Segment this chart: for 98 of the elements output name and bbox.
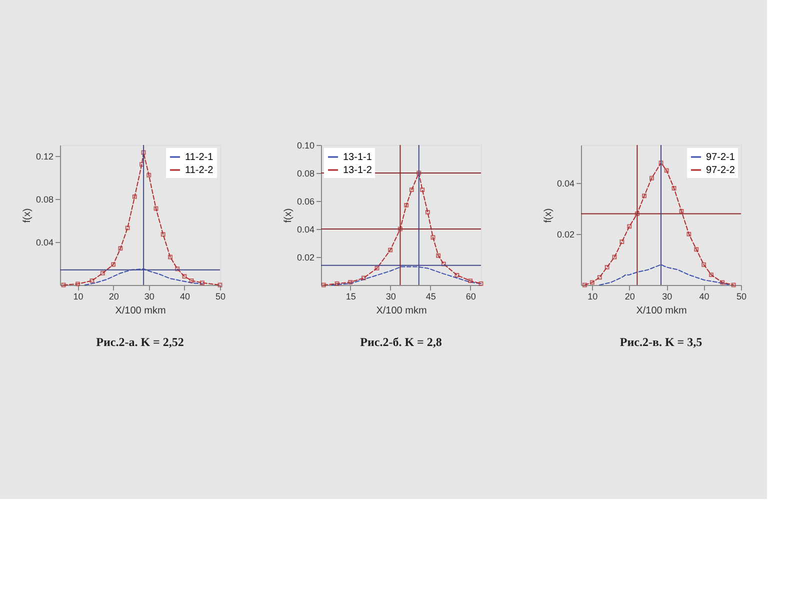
point (720, 280, 725, 285)
text: Рис.2-б. K = 2,8 (360, 335, 442, 349)
x-axis-title: X/100 mkm (376, 306, 427, 316)
point (642, 194, 646, 198)
point (189, 278, 194, 283)
x-tick-label: 15 (346, 292, 356, 302)
point (731, 282, 736, 288)
point (76, 282, 80, 286)
legend-label: 13-1-1 (343, 152, 372, 163)
y-tick-label: 0.02 (556, 230, 574, 240)
y-tick-label: 0.10 (296, 140, 314, 150)
y-tick-label: 0.08 (296, 168, 314, 178)
point (612, 254, 617, 260)
y-tick-label: 0.04 (296, 224, 314, 234)
point (404, 202, 409, 208)
point (420, 188, 425, 192)
point (141, 150, 146, 155)
point (132, 194, 137, 199)
point (679, 208, 684, 214)
legend-label: 13-1-2 (343, 165, 372, 176)
y-axis-title: f(x) (22, 208, 33, 223)
point (582, 282, 587, 288)
point (111, 262, 116, 267)
x-tick-label: 45 (426, 292, 436, 302)
y-tick-label: 0.06 (296, 196, 314, 206)
point (374, 266, 380, 270)
x-tick-label: 30 (144, 292, 154, 302)
x-tick-label: 10 (588, 292, 598, 302)
x-axis-title: X/100 mkm (636, 306, 687, 316)
point (218, 282, 222, 288)
point (590, 280, 594, 285)
point (388, 248, 393, 252)
legend-label: 97-2-2 (706, 165, 736, 176)
point (361, 276, 366, 280)
point (604, 264, 610, 270)
point (664, 168, 669, 173)
point (146, 172, 152, 178)
x-tick-label: 50 (736, 292, 747, 302)
point (709, 272, 714, 278)
legend-label: 11-2-1 (185, 152, 214, 163)
legend-label: 11-2-2 (185, 165, 214, 176)
point (90, 278, 94, 283)
x-tick-label: 30 (386, 292, 396, 302)
point (409, 188, 414, 192)
point (441, 262, 446, 266)
point (454, 272, 460, 278)
point (61, 282, 66, 288)
line-series (599, 264, 730, 286)
point (627, 224, 632, 229)
point (125, 226, 130, 230)
point (620, 239, 624, 244)
y-tick-label: 0.04 (36, 237, 54, 248)
x-tick-label: 20 (108, 292, 119, 302)
point (182, 274, 187, 279)
y-tick-label: 0.08 (36, 194, 54, 204)
point (686, 232, 692, 236)
point (672, 186, 676, 191)
x-tick-label: 10 (73, 292, 84, 302)
x-tick-label: 30 (662, 292, 672, 302)
text: Рис.2-а. K = 2,52 (96, 335, 184, 349)
point (649, 176, 654, 180)
point (597, 275, 602, 280)
point (436, 253, 441, 258)
point (118, 246, 123, 251)
point (334, 281, 340, 286)
point (200, 280, 204, 286)
point (398, 226, 402, 232)
line-series (84, 268, 203, 286)
point (430, 235, 436, 240)
y-axis-title: f(x) (282, 208, 294, 223)
point (321, 282, 326, 288)
point (425, 210, 430, 214)
point (468, 278, 473, 284)
point (168, 254, 172, 260)
x-tick-label: 20 (624, 292, 635, 302)
point (175, 266, 180, 272)
x-tick-label: 50 (215, 292, 226, 302)
x-tick-label: 40 (180, 292, 190, 302)
x-tick-label: 60 (466, 292, 476, 302)
point (658, 160, 664, 166)
point (694, 247, 699, 252)
y-tick-label: 0.02 (296, 252, 314, 262)
y-tick-label: 0.12 (36, 151, 54, 162)
point (702, 262, 706, 267)
point (154, 206, 158, 211)
point (634, 211, 640, 216)
line-series (582, 160, 736, 288)
x-tick-label: 40 (699, 292, 710, 302)
point (348, 280, 353, 284)
x-axis-title: X/100 mkm (115, 306, 166, 316)
legend-label: 97-2-1 (706, 152, 736, 163)
y-axis-title: f(x) (542, 208, 554, 223)
point (160, 232, 166, 237)
point (100, 270, 105, 276)
point (416, 170, 422, 176)
text: Рис.2-в. K = 3,5 (620, 335, 702, 349)
point (478, 281, 484, 286)
y-tick-label: 0.04 (556, 178, 574, 189)
